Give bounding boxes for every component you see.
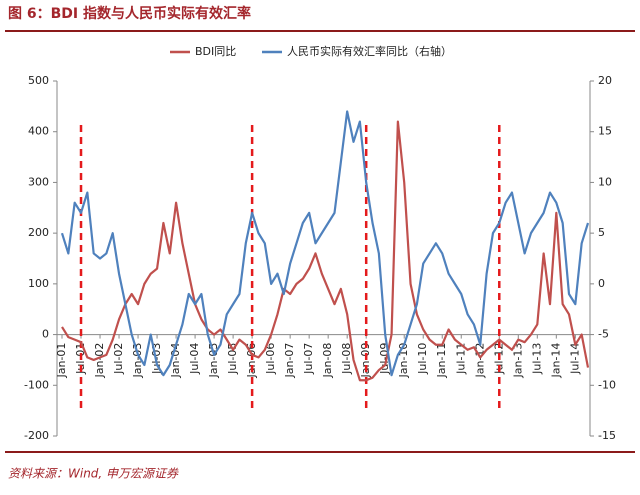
x-tick-label: Jan-11 (435, 343, 448, 379)
x-tick-label: Jan-07 (283, 343, 296, 379)
x-tick-label: Jan-06 (245, 343, 258, 379)
y-tick-label: 0 (42, 328, 49, 341)
x-tick-label: Jan-13 (511, 343, 524, 379)
x-tick-label: Jan-10 (397, 343, 410, 379)
x-tick-label: Jul-11 (454, 343, 467, 375)
y2-tick-label: -10 (598, 378, 616, 391)
x-tick-label: Jul-05 (226, 343, 239, 375)
x-tick-label: Jul-04 (188, 343, 201, 375)
x-tick-label: Jul-10 (416, 343, 429, 375)
x-tick-label: Jul-13 (530, 343, 543, 375)
source: 资料来源：Wind, 申万宏源证券 (8, 467, 179, 481)
legend-label: BDI同比 (195, 45, 236, 58)
y-tick-label: -200 (24, 429, 49, 442)
y-tick-label: 100 (28, 277, 49, 290)
x-tick-label: Jan-01 (55, 343, 68, 379)
x-tick-label: Jul-08 (340, 343, 353, 375)
series-line (61, 120, 590, 382)
x-tick-label: Jan-09 (359, 343, 372, 379)
legend-label: 人民币实际有效汇率同比（右轴） (287, 44, 452, 58)
y2-tick-label: 20 (598, 74, 612, 87)
chart-title: 图 6：BDI 指数与人民币实际有效汇率 (8, 5, 251, 22)
series-line (60, 110, 590, 377)
y-tick-label: -100 (24, 378, 49, 391)
x-tick-label: Jan-02 (93, 343, 106, 379)
y2-tick-label: 5 (598, 226, 605, 239)
y-tick-label: 200 (28, 226, 49, 239)
x-tick-label: Jan-04 (169, 343, 182, 379)
y2-tick-label: -15 (598, 429, 616, 442)
y-tick-label: 500 (28, 74, 49, 87)
y-tick-label: 400 (28, 125, 49, 138)
x-tick-label: Jan-03 (131, 343, 144, 379)
x-tick-label: Jul-07 (302, 343, 315, 375)
y2-tick-label: 0 (598, 277, 605, 290)
x-tick-label: Jul-02 (112, 343, 125, 375)
y-tick-label: 300 (28, 175, 49, 188)
y2-tick-label: 15 (598, 125, 612, 138)
x-tick-label: Jul-06 (264, 343, 277, 375)
x-tick-label: Jul-14 (568, 343, 581, 375)
y2-tick-label: -5 (598, 328, 609, 341)
x-tick-label: Jan-14 (549, 343, 562, 379)
x-tick-label: Jan-08 (321, 343, 334, 379)
y2-tick-label: 10 (598, 175, 612, 188)
